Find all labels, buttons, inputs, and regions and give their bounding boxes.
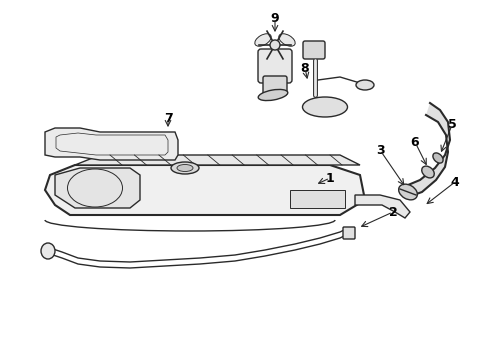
Polygon shape [355, 195, 410, 218]
Ellipse shape [279, 34, 295, 46]
Ellipse shape [255, 34, 271, 46]
Text: 6: 6 [411, 135, 419, 148]
Ellipse shape [302, 97, 347, 117]
Text: 9: 9 [270, 12, 279, 24]
Text: 3: 3 [376, 144, 384, 157]
Bar [290, 190, 345, 208]
Ellipse shape [41, 243, 55, 259]
FancyBboxPatch shape [343, 227, 355, 239]
Polygon shape [45, 128, 178, 160]
Ellipse shape [171, 162, 199, 174]
Ellipse shape [399, 184, 417, 200]
Ellipse shape [177, 165, 193, 171]
Polygon shape [55, 168, 140, 208]
Ellipse shape [270, 40, 280, 50]
Text: 7: 7 [164, 112, 172, 125]
Ellipse shape [270, 49, 280, 67]
FancyBboxPatch shape [263, 76, 287, 95]
Ellipse shape [258, 89, 288, 100]
Ellipse shape [422, 166, 434, 178]
Ellipse shape [356, 80, 374, 90]
Polygon shape [408, 103, 450, 197]
Text: 4: 4 [451, 175, 460, 189]
FancyBboxPatch shape [258, 49, 292, 83]
Polygon shape [75, 155, 360, 165]
Text: 2: 2 [389, 206, 397, 219]
Polygon shape [45, 165, 365, 215]
Text: 8: 8 [301, 62, 309, 75]
Text: 1: 1 [326, 171, 334, 184]
Ellipse shape [433, 153, 443, 163]
Text: 5: 5 [448, 118, 456, 131]
FancyBboxPatch shape [303, 41, 325, 59]
